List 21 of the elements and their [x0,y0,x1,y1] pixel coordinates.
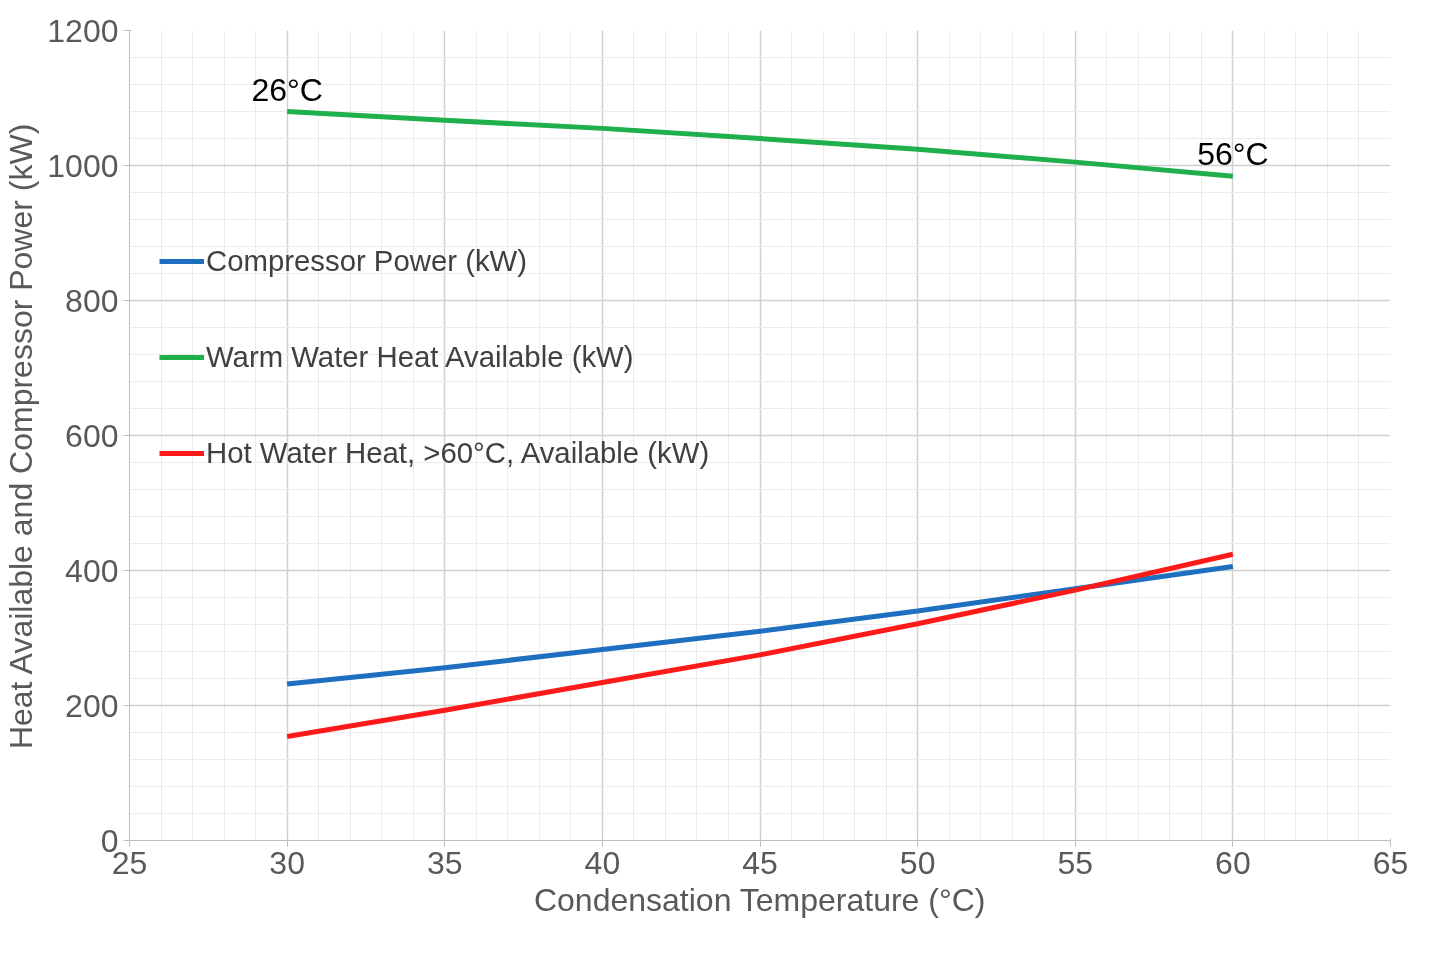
x-tick-label: 65 [1372,844,1409,881]
x-tick-label: 55 [1057,844,1094,881]
x-tick-label: 40 [584,844,621,881]
x-tick-label: 35 [426,844,463,881]
legend-label: Compressor Power (kW) [206,244,528,278]
x-tick-label: 60 [1215,844,1251,881]
legend-label: Warm Water Heat Available (kW) [206,340,634,374]
y-tick-label: 1000 [47,147,119,184]
y-tick-label: 400 [65,552,119,589]
y-tick-label: 600 [65,417,119,454]
legend-label: Hot Water Heat, >60°C, Available (kW) [206,436,710,470]
y-tick-label: 800 [65,282,119,319]
x-tick-label: 50 [899,844,936,881]
annotation: 56°C [1197,136,1269,173]
x-axis-title: Condensation Temperature (°C) [533,881,986,918]
y-tick-label: 1200 [47,12,119,49]
y-axis-title: Heat Available and Compressor Power (kW) [3,123,40,750]
x-tick-label: 45 [742,844,778,881]
y-tick-label: 200 [65,687,119,724]
x-tick-label: 30 [269,844,305,881]
annotation: 26°C [251,71,323,108]
